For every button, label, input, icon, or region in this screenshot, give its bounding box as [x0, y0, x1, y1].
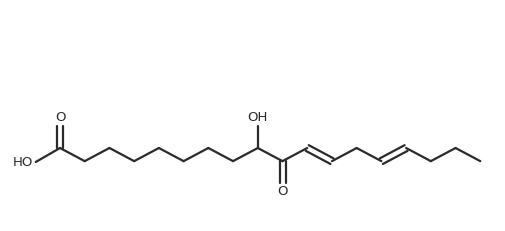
Text: OH: OH: [247, 111, 268, 124]
Text: O: O: [55, 111, 65, 124]
Text: HO: HO: [13, 155, 33, 168]
Text: O: O: [277, 185, 288, 198]
